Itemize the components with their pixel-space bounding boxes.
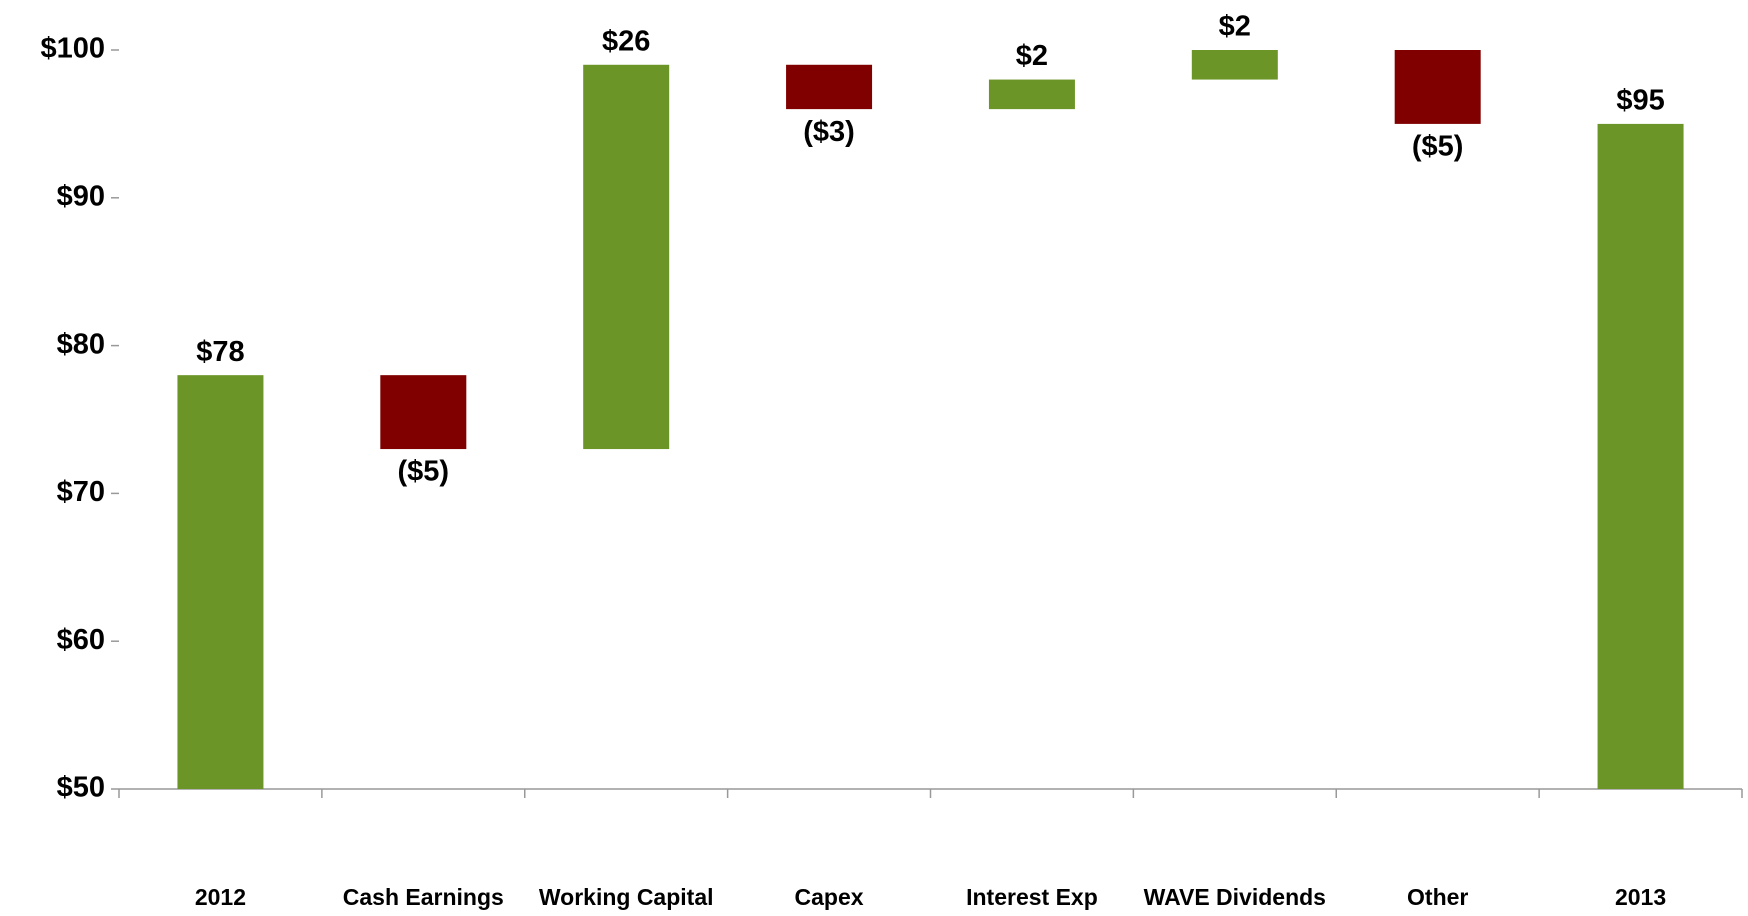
data-label: ($5): [1412, 131, 1464, 163]
data-label: $2: [1219, 11, 1251, 43]
data-label: $26: [602, 25, 650, 57]
bar: [988, 79, 1075, 110]
x-tick-label: Other: [1407, 884, 1468, 910]
data-label: ($5): [398, 456, 450, 488]
y-tick-label: $50: [57, 772, 105, 804]
data-label: ($3): [803, 116, 855, 148]
bar: [380, 375, 467, 450]
y-tick-label: $90: [57, 180, 105, 212]
bar: [177, 375, 264, 789]
bar: [1191, 50, 1278, 80]
data-label: $2: [1016, 40, 1048, 72]
x-tick-label: 2013: [1615, 884, 1666, 910]
y-tick-label: $60: [57, 624, 105, 656]
x-tick-label: 2012: [195, 884, 246, 910]
data-label: $95: [1616, 85, 1664, 117]
y-tick-label: $80: [57, 328, 105, 360]
x-tick-label: Capex: [795, 884, 864, 910]
x-tick-label: WAVE Dividends: [1144, 884, 1326, 910]
data-label: $78: [196, 336, 244, 368]
y-tick-label: $70: [57, 476, 105, 508]
bar: [583, 64, 670, 450]
bar: [1597, 123, 1684, 789]
x-tick-label: Cash Earnings: [343, 884, 504, 910]
bar: [1394, 50, 1481, 124]
y-tick-label: $100: [40, 33, 105, 65]
bar: [786, 64, 873, 110]
x-tick-label: Working Capital: [539, 884, 714, 910]
x-tick-label: Interest Exp: [966, 884, 1098, 910]
